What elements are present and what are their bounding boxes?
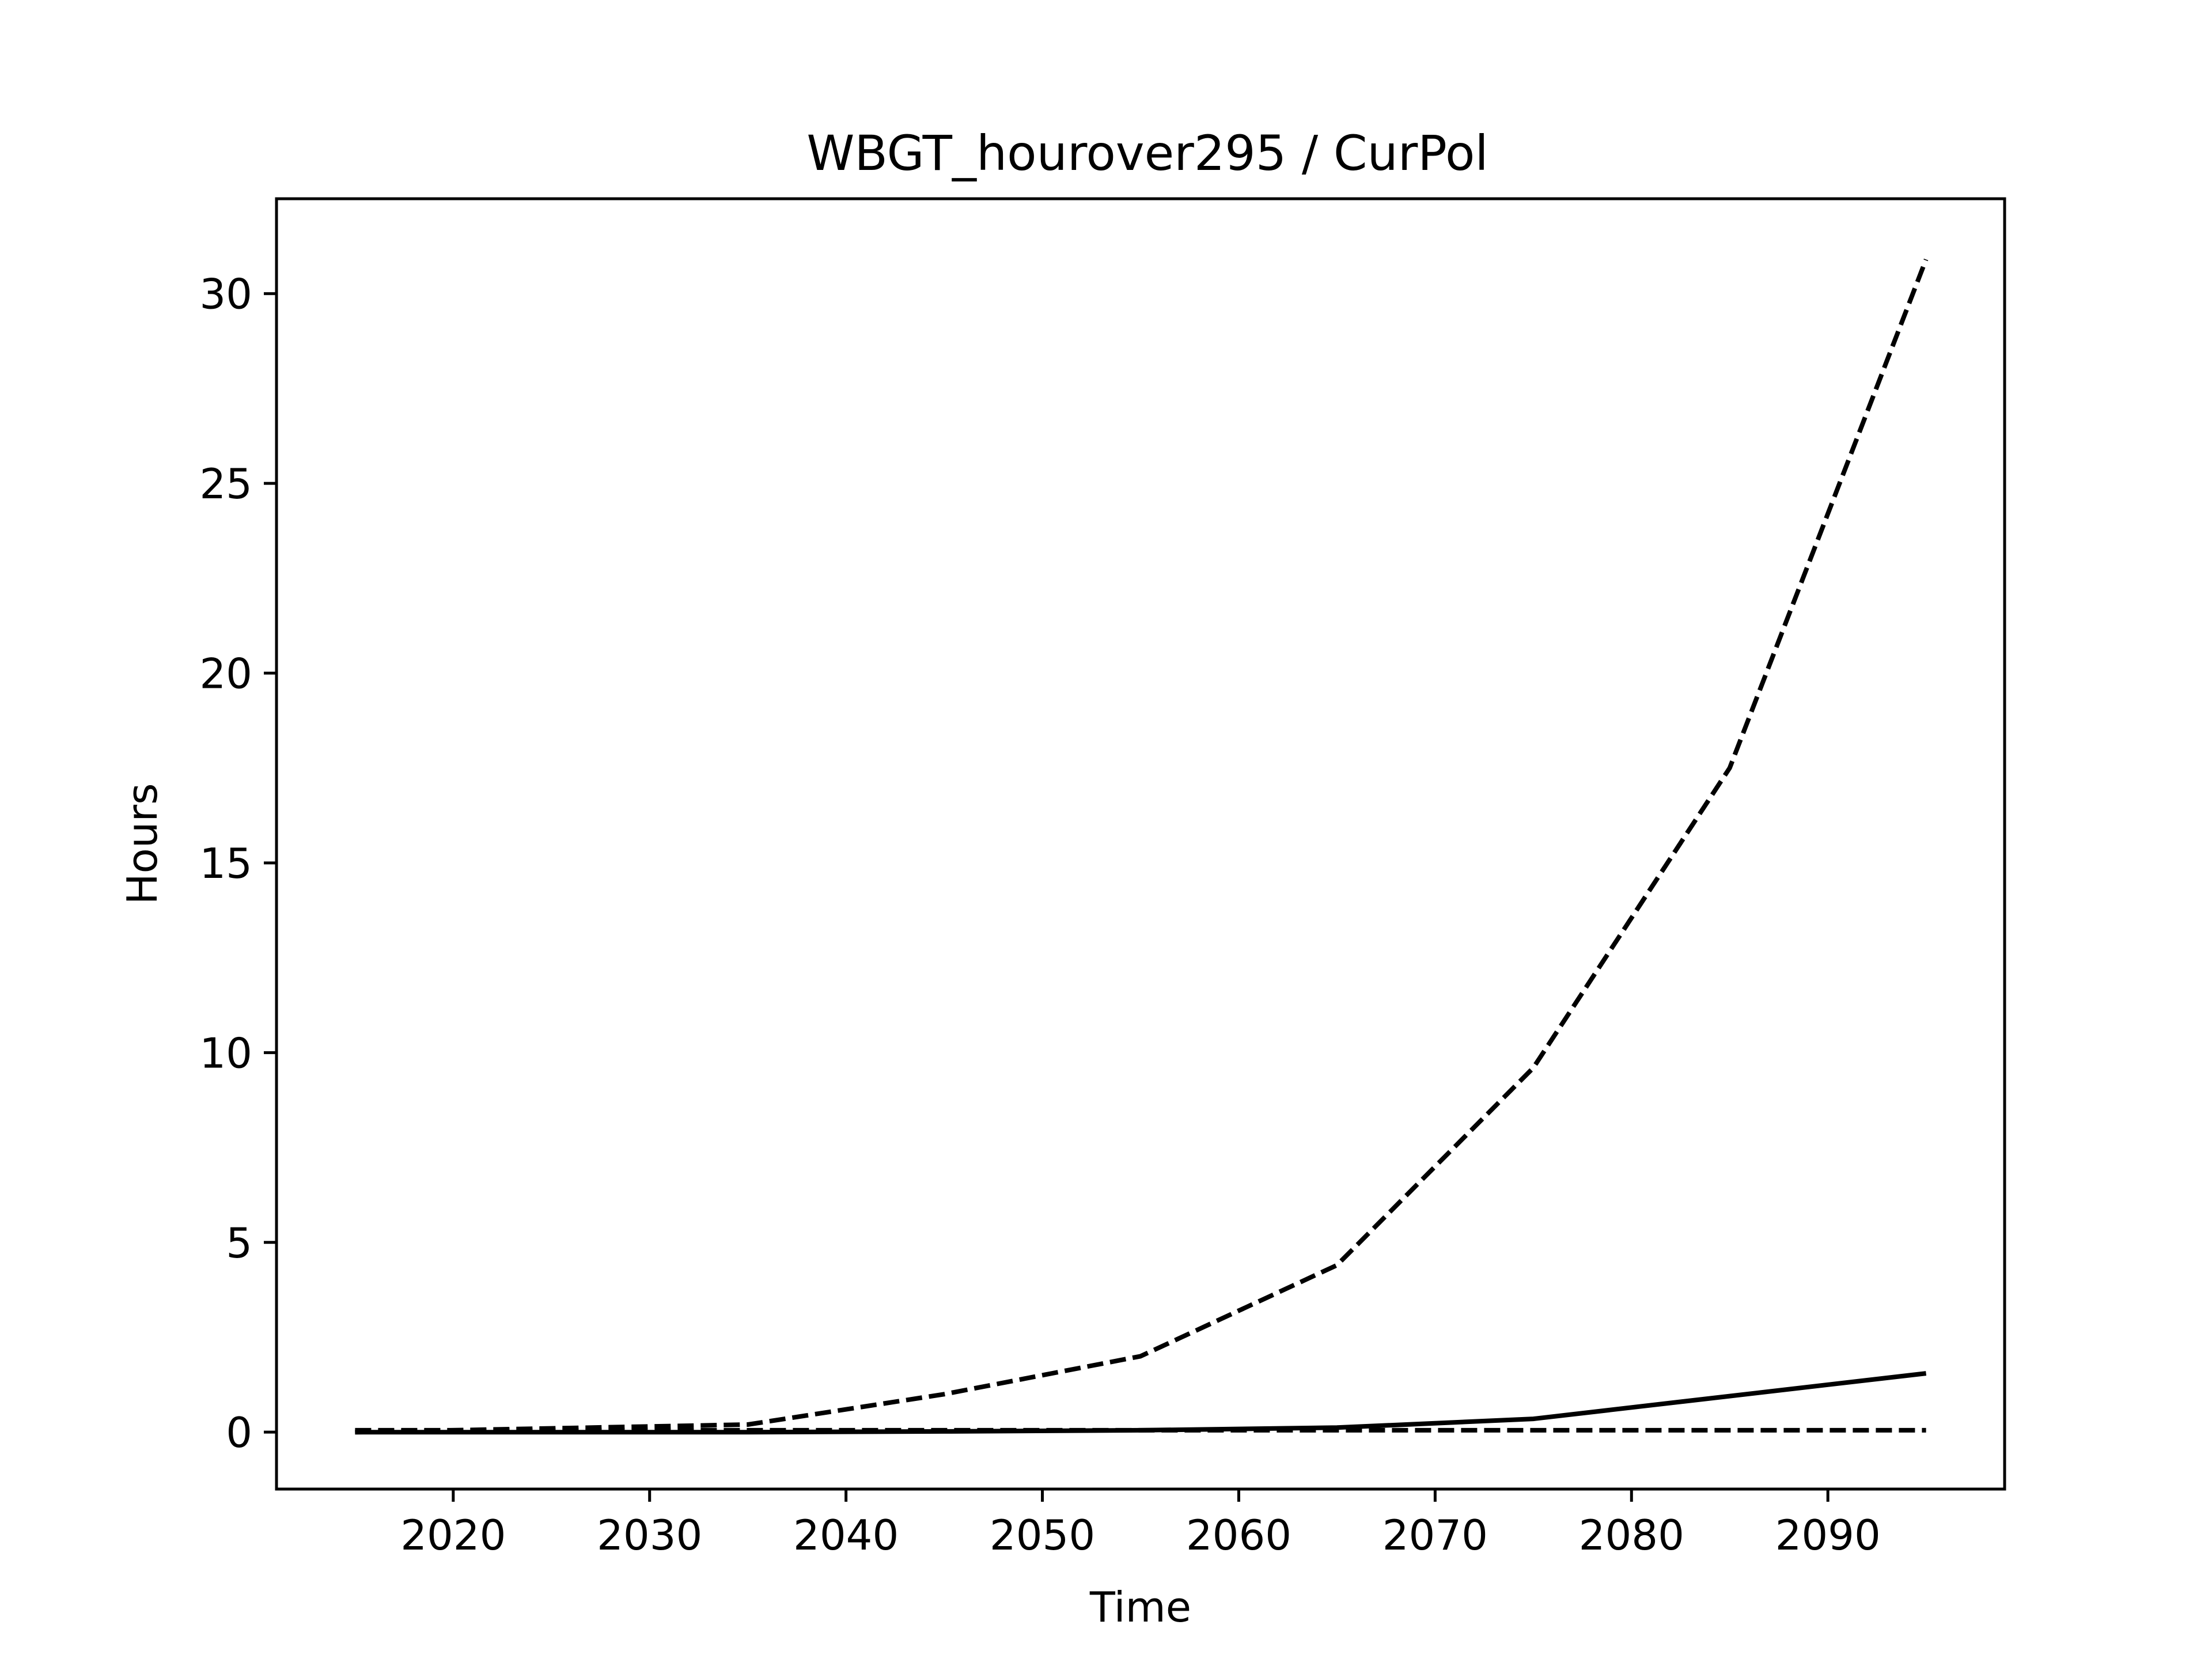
y-axis: 0 5 10 15 20 25 30: [199, 270, 276, 1457]
y-tick-label: 10: [199, 1029, 252, 1077]
x-tick-label: 2030: [597, 1511, 702, 1559]
x-axis: 2020 2030 2040 2050 2060 2070 2080 2090: [400, 1489, 1881, 1559]
x-tick-label: 2070: [1382, 1511, 1488, 1559]
y-tick-label: 5: [226, 1219, 252, 1267]
y-tick-label: 30: [199, 270, 252, 319]
x-tick-label: 2040: [793, 1511, 899, 1559]
y-tick-label: 15: [199, 839, 252, 888]
y-tick-label: 20: [199, 650, 252, 698]
x-tick-label: 2060: [1186, 1511, 1291, 1559]
y-tick-label: 0: [226, 1408, 252, 1457]
x-tick-label: 2080: [1579, 1511, 1684, 1559]
series-line-2: [355, 1371, 1927, 1435]
x-tick-label: 2050: [990, 1511, 1095, 1559]
series-line-1: [355, 258, 1929, 1435]
y-axis-label: Hours: [118, 783, 166, 905]
x-tick-label: 2020: [400, 1511, 506, 1559]
y-tick-label: 25: [199, 460, 252, 508]
x-tick-label: 2090: [1775, 1511, 1881, 1559]
chart-title: WBGT_hourover295 / CurPol: [806, 125, 1488, 181]
x-axis-label: Time: [1089, 1583, 1191, 1631]
axes-frame: [275, 197, 2006, 1491]
plot-area: [355, 258, 1929, 1435]
